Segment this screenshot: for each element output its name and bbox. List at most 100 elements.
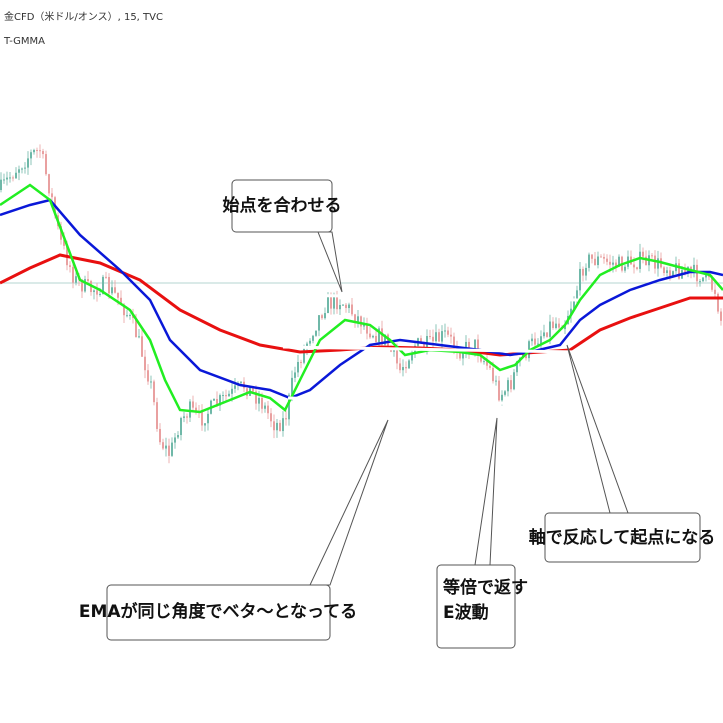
candle-body — [282, 418, 284, 432]
candle-body — [336, 295, 338, 310]
candle-body — [9, 177, 11, 179]
candle-body — [267, 405, 269, 414]
candle-body — [609, 261, 611, 265]
candle-body — [597, 256, 599, 266]
candle-body — [195, 407, 197, 412]
candle-body — [504, 391, 506, 395]
candle-body — [369, 333, 371, 338]
candle-body — [141, 336, 143, 357]
candle-body — [297, 361, 299, 373]
ema-green — [0, 183, 723, 414]
candle-body — [357, 316, 359, 323]
candle-body — [651, 255, 653, 257]
candle-body — [36, 149, 38, 151]
candle-body — [33, 149, 35, 153]
candle-body — [81, 279, 83, 292]
candle-body — [351, 304, 353, 315]
candle-body — [321, 315, 323, 319]
candle-body — [441, 331, 443, 342]
candle-body — [495, 380, 497, 382]
candle-body — [408, 360, 410, 369]
candle-body — [399, 363, 401, 371]
ema-blue — [0, 198, 723, 400]
candle-body — [444, 330, 446, 332]
candle-body — [252, 386, 254, 392]
candle-body — [270, 413, 272, 422]
candle-body — [480, 355, 482, 362]
candle-body — [189, 401, 191, 418]
candle-body — [111, 287, 113, 294]
candle-body — [459, 352, 461, 359]
candle-body — [393, 349, 395, 352]
candle-body — [717, 293, 719, 312]
candle-body — [693, 264, 695, 272]
candle-body — [204, 423, 206, 426]
candle-body — [600, 256, 602, 258]
candle-body — [228, 393, 230, 397]
callout-box — [231, 179, 333, 233]
candle-body — [411, 354, 413, 361]
candle-body — [129, 315, 131, 317]
candle-body — [15, 172, 17, 179]
candle-body — [594, 258, 596, 266]
candle-body — [552, 321, 554, 329]
candle-body — [39, 150, 41, 152]
candle-body — [453, 336, 455, 348]
candle-body — [333, 295, 335, 309]
candle-body — [327, 297, 329, 314]
candle-body — [48, 174, 50, 194]
candle-body — [183, 416, 185, 419]
candle-body — [126, 315, 128, 317]
candle-body — [222, 395, 224, 397]
candle-body — [354, 314, 356, 323]
candle-body — [165, 445, 167, 449]
candle-body — [72, 266, 74, 283]
callout-text: E波動 — [443, 602, 489, 623]
candle-body — [342, 304, 344, 306]
candle-body — [192, 401, 194, 408]
candle-body — [186, 416, 188, 418]
candle-body — [285, 418, 287, 420]
candle-body — [591, 254, 593, 259]
candle-body — [489, 365, 491, 368]
candle-body — [636, 267, 638, 269]
candle-body — [231, 388, 233, 394]
candle-body — [87, 279, 89, 282]
candle-body — [612, 262, 614, 265]
candle-body — [474, 339, 476, 352]
candle-body — [378, 328, 380, 343]
guide-line — [282, 345, 579, 354]
candle-body — [147, 370, 149, 382]
candle-body — [84, 279, 86, 292]
candle-body — [207, 413, 209, 424]
candle-body — [171, 442, 173, 456]
candle-body — [306, 343, 308, 348]
candle-body — [678, 263, 680, 279]
candle-body — [576, 290, 578, 301]
candle-body — [375, 335, 377, 343]
candle-body — [450, 334, 452, 337]
candle-body — [102, 276, 104, 295]
candle-body — [99, 294, 101, 296]
candle-body — [672, 271, 674, 277]
candle-body — [642, 251, 644, 257]
candle-body — [294, 372, 296, 378]
candle-body — [549, 321, 551, 337]
candle-body — [633, 264, 635, 268]
candle-body — [624, 266, 626, 271]
candle-body — [96, 290, 98, 295]
candle-body — [177, 435, 179, 438]
candle-body — [396, 349, 398, 364]
candle-body — [123, 304, 125, 316]
candle-body — [0, 179, 2, 190]
candle-body — [216, 398, 218, 406]
candle-body — [714, 289, 716, 294]
callout-text: EMAが同じ角度でベタ〜となってる — [79, 601, 357, 622]
candle-body — [153, 381, 155, 403]
candle-body — [513, 372, 515, 390]
candle-body — [543, 332, 545, 337]
candle-body — [588, 254, 590, 268]
candle-body — [24, 167, 26, 169]
candle-body — [51, 193, 53, 198]
candle-body — [135, 317, 137, 338]
